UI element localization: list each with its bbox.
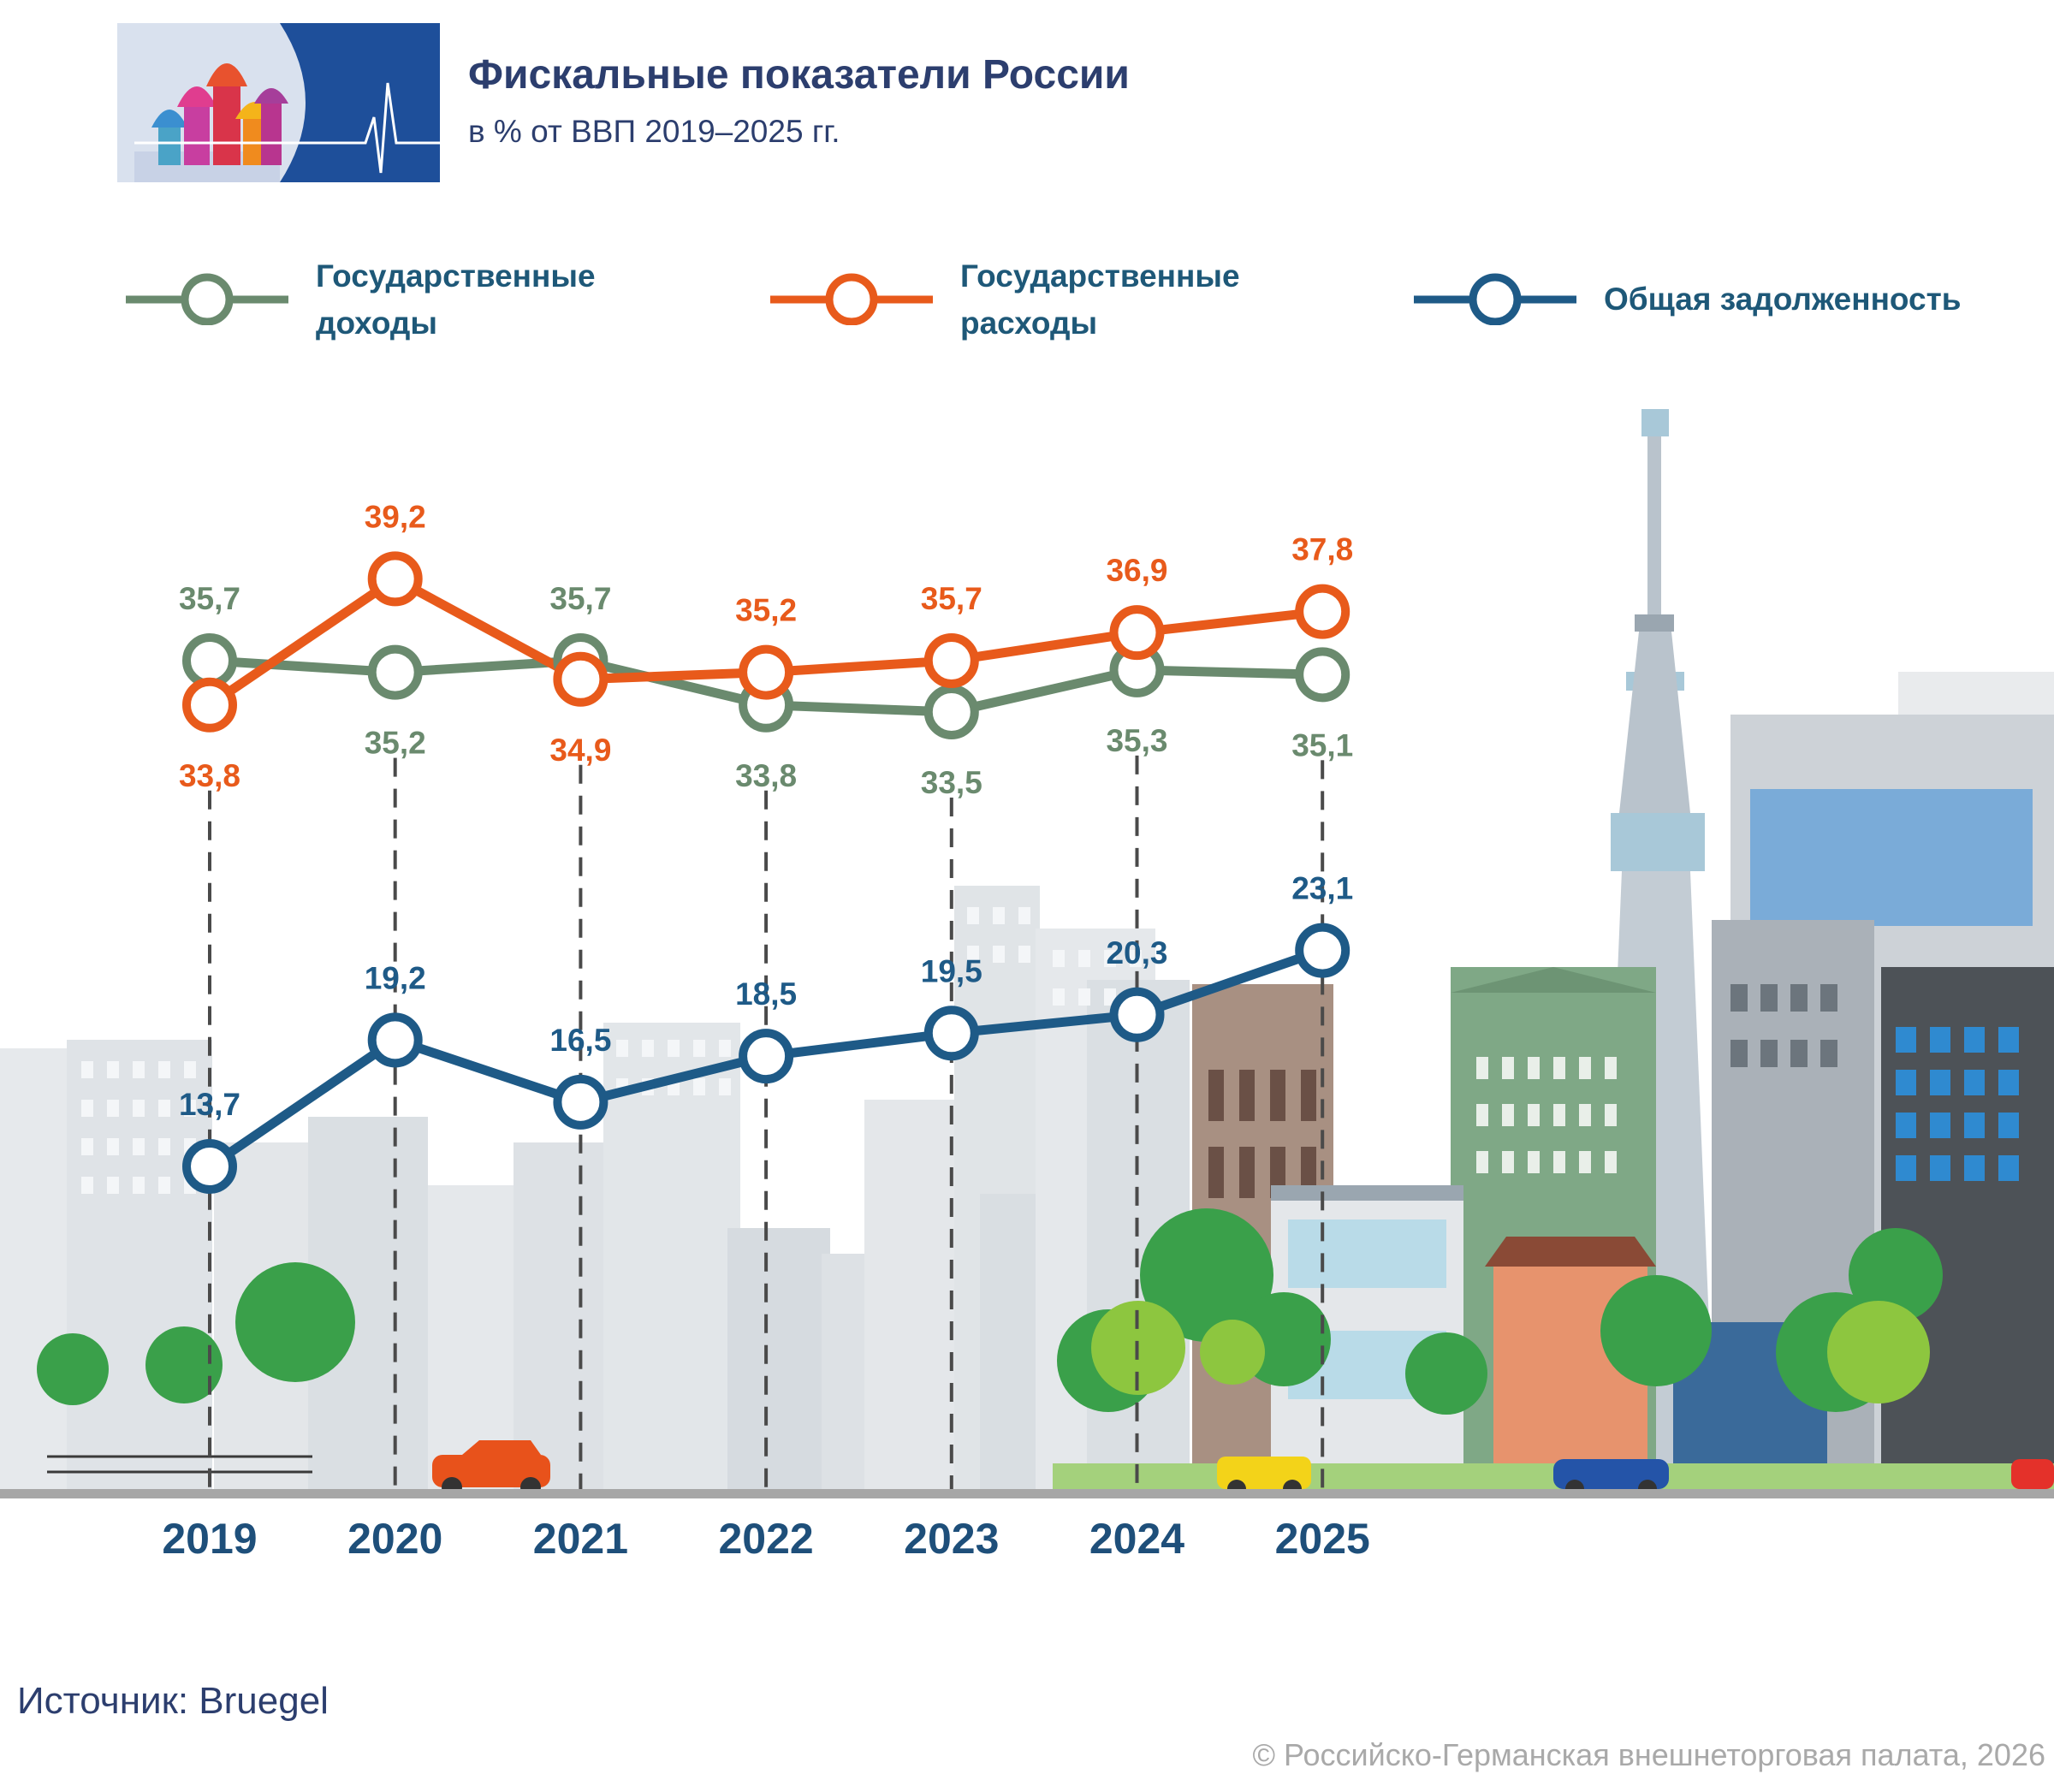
source-note: Источник: Bruegel [17, 1680, 329, 1722]
legend-label-expenditure: Государственные расходы [960, 258, 1240, 341]
data-point-s2-2020 [367, 1012, 423, 1068]
heartbeat-line-icon [134, 82, 440, 174]
data-label-s0-2019: 35,7 [179, 581, 240, 616]
x-tick-label-2020: 2020 [347, 1515, 442, 1563]
data-label-s0-2023: 33,5 [921, 765, 982, 800]
data-label-s1-2021: 34,9 [549, 733, 611, 768]
data-point-s1-2020 [367, 551, 423, 607]
x-tick-label-2019: 2019 [162, 1515, 257, 1563]
data-label-s2-2020: 19,2 [365, 960, 426, 995]
data-label-s2-2025: 23,1 [1291, 871, 1353, 906]
data-point-s1-2024 [1109, 605, 1165, 661]
car-red-icon [2011, 1459, 2054, 1489]
data-label-s1-2023: 35,7 [921, 581, 982, 616]
cathedral-domes-icon [151, 63, 288, 165]
data-point-s0-2025 [1295, 647, 1351, 703]
header-logo-illustration [117, 23, 440, 182]
legend-marker-revenue [126, 273, 288, 325]
data-label-s1-2024: 36,9 [1106, 553, 1167, 588]
data-point-s0-2023 [923, 685, 979, 739]
data-point-s2-2021 [553, 1074, 608, 1130]
data-label-s1-2025: 37,8 [1291, 532, 1353, 567]
data-label-s2-2023: 19,5 [921, 953, 982, 988]
data-point-s1-2019 [182, 677, 237, 733]
x-tick-label-2024: 2024 [1089, 1515, 1184, 1563]
data-point-s1-2025 [1295, 584, 1351, 639]
data-label-s0-2025: 35,1 [1291, 727, 1353, 762]
data-label-s2-2019: 13,7 [179, 1087, 240, 1122]
legend-label-debt: Общая задолженность [1604, 282, 1962, 317]
data-point-s1-2021 [553, 651, 608, 707]
data-label-s0-2022: 33,8 [735, 758, 797, 793]
legend-marker-expenditure [770, 273, 933, 325]
data-label-s1-2020: 39,2 [365, 499, 426, 534]
data-label-s0-2021: 35,7 [549, 581, 611, 616]
data-label-s1-2022: 35,2 [735, 593, 797, 628]
data-label-s2-2022: 18,5 [735, 976, 797, 1012]
data-point-s2-2019 [182, 1139, 237, 1194]
data-point-s0-2020 [367, 644, 423, 700]
data-point-s1-2023 [923, 632, 979, 688]
city-skyline-illustration [0, 409, 2054, 1498]
data-point-s2-2023 [923, 1006, 979, 1061]
x-tick-label-2021: 2021 [533, 1515, 628, 1563]
x-tick-label-2025: 2025 [1275, 1515, 1370, 1563]
x-tick-label-2022: 2022 [718, 1515, 813, 1563]
copyright-note: © Российско-Германская внешнеторговая па… [1252, 1737, 2046, 1772]
legend-label-revenue: Государственные доходы [316, 258, 596, 341]
data-label-s1-2019: 33,8 [179, 758, 240, 793]
data-point-s0-2019 [182, 632, 237, 688]
chart-title: Фискальные показатели России [468, 52, 1130, 98]
data-label-s2-2024: 20,3 [1106, 935, 1167, 970]
data-label-s0-2024: 35,3 [1106, 723, 1167, 758]
x-tick-label-2023: 2023 [904, 1515, 999, 1563]
data-point-s2-2022 [739, 1029, 794, 1084]
data-label-s0-2020: 35,2 [365, 726, 426, 761]
legend-marker-debt [1414, 273, 1576, 325]
data-point-s2-2025 [1295, 923, 1351, 978]
data-point-s1-2022 [739, 644, 794, 700]
chart-subtitle: в % от ВВП 2019–2025 гг. [468, 114, 840, 149]
data-point-s2-2024 [1109, 987, 1165, 1042]
data-label-s2-2021: 16,5 [549, 1023, 611, 1058]
